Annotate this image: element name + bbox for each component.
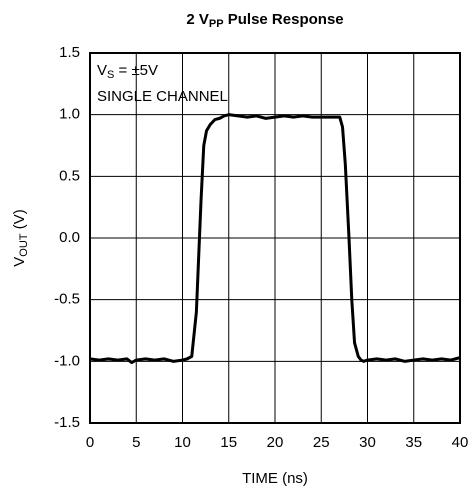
x-tick-label: 5 — [132, 434, 140, 451]
x-tick-label: 30 — [359, 434, 376, 451]
title-part: Pulse Response — [224, 11, 344, 28]
y-tick-label: -1.0 — [54, 352, 80, 369]
ylabel-part: V — [11, 257, 28, 267]
x-axis-label: TIME (ns) — [242, 470, 308, 487]
title-part: PP — [209, 18, 224, 30]
x-tick-label: 25 — [313, 434, 330, 451]
annotation-part: S — [107, 69, 114, 81]
x-tick-label: 40 — [452, 434, 469, 451]
ylabel-part: (V) — [11, 209, 28, 233]
ylabel-part: OUT — [18, 233, 30, 257]
x-tick-label: 15 — [220, 434, 237, 451]
y-tick-label: -1.5 — [54, 414, 80, 431]
annotation: SINGLE CHANNEL — [97, 88, 228, 105]
y-axis-label: VOUT (V) — [11, 209, 30, 266]
x-tick-label: 0 — [86, 434, 94, 451]
y-tick-label: -0.5 — [54, 291, 80, 308]
y-tick-label: 0.5 — [59, 167, 80, 184]
data-line — [89, 113, 461, 365]
y-tick-label: 0.0 — [59, 229, 80, 246]
plot-border — [89, 52, 461, 424]
annotation-part: SINGLE CHANNEL — [97, 88, 228, 105]
y-tick-label: 1.5 — [59, 44, 80, 61]
x-tick-label: 20 — [267, 434, 284, 451]
y-tick-label: 1.0 — [59, 106, 80, 123]
x-tick-label: 35 — [405, 434, 422, 451]
annotation-part: V — [97, 62, 107, 79]
title-part: 2 V — [186, 11, 209, 28]
x-tick-label: 10 — [174, 434, 191, 451]
annotation: VS = ±5V — [97, 62, 158, 81]
chart-title: 2 VPP Pulse Response — [186, 11, 343, 30]
